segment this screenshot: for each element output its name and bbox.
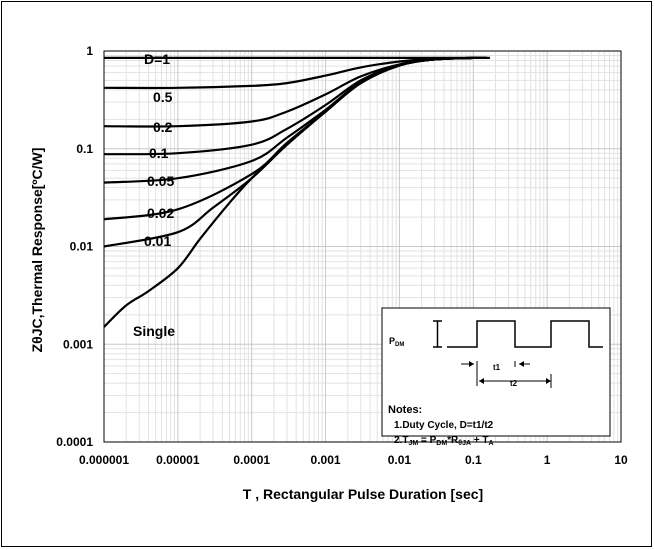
- note-duty-cycle: 1.Duty Cycle, D=t1/t2: [394, 420, 494, 431]
- x-tick-label: 10: [614, 453, 628, 467]
- notes-title: Notes:: [388, 404, 422, 416]
- pdm-height-marker: [433, 320, 442, 348]
- note2-sub-a: A: [489, 440, 494, 447]
- label-d005: 0.05: [147, 173, 174, 189]
- note-tjm-formula: 2.TJM = PDM*RθJA + TA: [394, 435, 494, 447]
- note2-sub-jm: JM: [408, 440, 418, 447]
- x-axis-title: T , Rectangular Pulse Duration [sec]: [243, 486, 483, 502]
- label-d002: 0.02: [147, 205, 174, 221]
- label-d01: 0.1: [149, 145, 169, 161]
- y-tick-label: 0.1: [76, 142, 93, 156]
- y-axis-title: ZθJC,Thermal Response[ºC/W]: [29, 148, 45, 353]
- pdm-label-sub: DM: [395, 342, 404, 348]
- x-tick-label: 1: [544, 453, 551, 467]
- notes-inset: PDM t1 t2 Notes: 1.Duty Cycle, D=t1/t2 2…: [381, 307, 611, 447]
- note2-part-c: *R: [447, 435, 459, 446]
- x-tick-label: 0.000001: [79, 453, 129, 467]
- inset-box: [381, 307, 611, 437]
- note2-part-d: + T: [471, 435, 489, 446]
- x-tick-label: 0.00001: [156, 453, 200, 467]
- note2-sub-theta: θJA: [458, 440, 471, 447]
- y-tick-label: 0.0001: [56, 435, 93, 449]
- pdm-label: P: [389, 336, 395, 346]
- x-tick-label: 0.1: [465, 453, 482, 467]
- series-layer: [103, 56, 491, 328]
- label-d001: 0.01: [144, 233, 171, 249]
- svg-text:PDM: PDM: [389, 336, 404, 348]
- t2-label: t2: [510, 379, 518, 388]
- x-tick-label: 0.01: [388, 453, 412, 467]
- t1-ticks: [476, 361, 516, 386]
- note2-part-b: = P: [418, 435, 436, 446]
- y-tick-label: 0.001: [63, 337, 93, 351]
- y-tick-label: 1: [86, 44, 93, 58]
- note2-part-a: 2.T: [394, 435, 408, 446]
- tick-labels: 0.000001 0.00001 0.0001 0.001 0.01 0.1 1 10 1 0.1…: [56, 44, 628, 467]
- label-d02: 0.2: [153, 119, 173, 135]
- t1-label: t1: [493, 363, 501, 372]
- note2-sub-dm: DM: [436, 440, 447, 447]
- label-d1: D=1: [144, 51, 170, 67]
- label-d05: 0.5: [153, 89, 173, 105]
- x-tick-label: 0.0001: [233, 453, 270, 467]
- pulse-waveform: [447, 320, 603, 348]
- label-single: Single: [133, 323, 175, 339]
- y-tick-label: 0.01: [70, 240, 94, 254]
- series-line-Single: [103, 56, 487, 328]
- x-tick-label: 0.001: [311, 453, 341, 467]
